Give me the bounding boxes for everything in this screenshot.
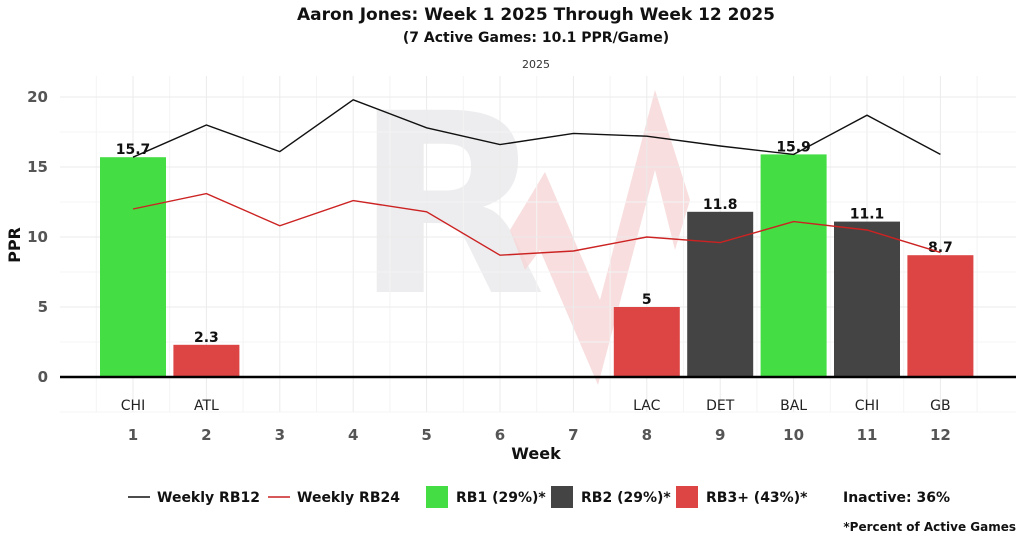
legend-rb24-label: Weekly RB24 — [297, 490, 400, 506]
x-tick-label: 6 — [495, 426, 505, 444]
y-tick-label: 5 — [38, 298, 48, 316]
bar-week-11 — [834, 221, 900, 377]
footnote: *Percent of Active Games — [843, 520, 1016, 534]
x-tick-label: 7 — [568, 426, 578, 444]
x-tick-label: 3 — [275, 426, 285, 444]
bar-week-2 — [173, 344, 240, 377]
x-tick-label: 1 — [128, 426, 138, 444]
bar-week-10 — [760, 154, 827, 377]
opponent-label: ATL — [194, 398, 219, 414]
x-tick-label: 10 — [783, 426, 804, 444]
x-tick-label: 11 — [857, 426, 878, 444]
opponent-label: BAL — [780, 398, 807, 414]
legend-rb1-swatch — [426, 486, 448, 508]
y-axis-label: PPR — [5, 227, 24, 263]
x-tick-label: 12 — [930, 426, 951, 444]
opponent-label: GB — [930, 398, 950, 414]
opponent-label: CHI — [121, 398, 145, 414]
rb24-line — [132, 192, 941, 256]
bar-value-label: 15.9 — [776, 139, 811, 155]
legend-inactive-label: Inactive: 36% — [843, 490, 950, 506]
bar-value-label: 2.3 — [194, 330, 219, 346]
reference-lines — [132, 99, 941, 256]
y-tick-label: 20 — [27, 88, 48, 106]
bar-value-label: 11.8 — [703, 197, 738, 213]
y-tick-label: 0 — [38, 368, 48, 386]
bar-week-8 — [613, 307, 680, 377]
bars: 15.7 CHI 2.3 ATL 5 LAC 11.8 DET 15.9 BAL 11.1 CHI 8.… — [100, 139, 974, 414]
legend: Weekly RB12 Weekly RB24 RB1 (29%)* RB2 (… — [128, 486, 950, 508]
bar-value-label: 15.7 — [116, 142, 151, 158]
legend-rb2-label: RB2 (29%)* — [581, 490, 671, 506]
y-tick-label: 15 — [27, 158, 48, 176]
x-axis-ticks: 1 2 3 4 5 6 7 8 9 10 11 12 — [128, 426, 951, 444]
legend-rb2-swatch — [551, 486, 573, 508]
bar-value-label: 5 — [642, 292, 652, 308]
x-tick-label: 9 — [715, 426, 725, 444]
legend-rb3-label: RB3+ (43%)* — [706, 490, 808, 506]
opponent-label: DET — [706, 398, 735, 414]
legend-rb12-label: Weekly RB12 — [157, 490, 260, 506]
opponent-label: CHI — [855, 398, 879, 414]
bar-value-label: 8.7 — [928, 240, 953, 256]
bar-week-12 — [907, 255, 974, 377]
x-tick-label: 8 — [642, 426, 652, 444]
y-tick-label: 10 — [27, 228, 48, 246]
rb12-line — [132, 99, 941, 158]
legend-rb1-label: RB1 (29%)* — [456, 490, 546, 506]
x-tick-label: 5 — [421, 426, 431, 444]
chart-subtitle: (7 Active Games: 10.1 PPR/Game) — [403, 30, 669, 46]
x-tick-label: 2 — [201, 426, 211, 444]
bar-value-label: 11.1 — [850, 207, 885, 223]
legend-rb3-swatch — [676, 486, 698, 508]
y-axis-ticks: 0 5 10 15 20 — [27, 88, 48, 386]
x-tick-label: 4 — [348, 426, 358, 444]
facet-label: 2025 — [522, 58, 550, 71]
chart-title: Aaron Jones: Week 1 2025 Through Week 12… — [297, 5, 775, 25]
x-axis-label: Week — [511, 444, 561, 463]
opponent-label: LAC — [633, 398, 660, 414]
bar-week-1 — [100, 157, 166, 377]
bar-week-9 — [687, 211, 754, 377]
